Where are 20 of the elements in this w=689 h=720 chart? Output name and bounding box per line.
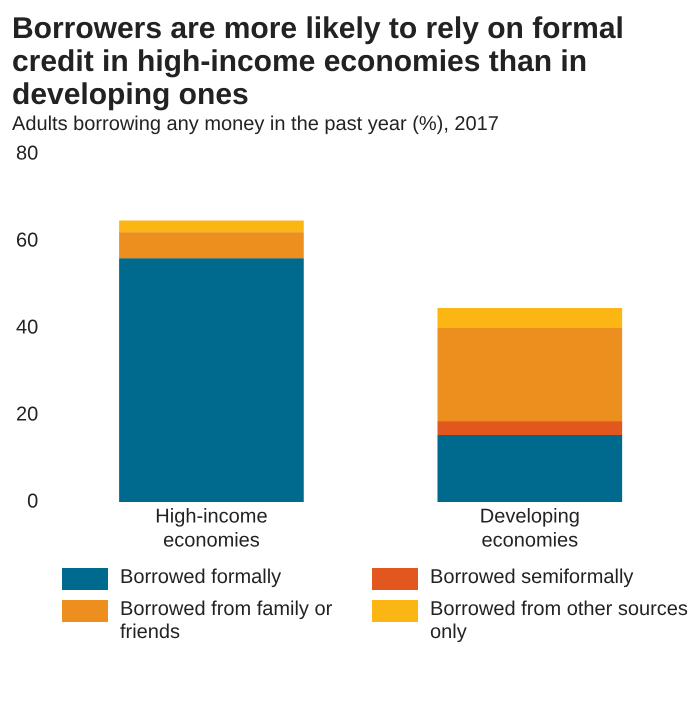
- legend-label: Borrowed from family or friends: [120, 598, 334, 644]
- x-tick-label: High-income economies: [155, 506, 268, 552]
- bar: [437, 308, 622, 328]
- bar: [437, 435, 622, 502]
- y-tick-label: 0: [27, 490, 38, 513]
- y-tick-label: 80: [16, 142, 38, 165]
- bar: [119, 220, 304, 232]
- chart-title: Borrowers are more likely to rely on formal credit in high-income economies than in developing ones: [12, 12, 625, 111]
- x-tick-label: Developing economies: [480, 506, 580, 552]
- bar: [437, 421, 622, 436]
- y-tick-label: 40: [16, 316, 38, 339]
- bar: [119, 232, 304, 258]
- bar: [437, 328, 622, 422]
- y-tick-label: 60: [16, 230, 38, 252]
- legend-label: Borrowed from other sources only: [430, 598, 689, 644]
- chart-subtitle: Adults borrowing any money in the past year (%), 2017: [12, 113, 500, 136]
- legend-label: Borrowed semiformally: [430, 566, 634, 589]
- y-tick-label: 20: [16, 404, 38, 426]
- bar: [119, 258, 304, 502]
- legend-label: Borrowed formally: [120, 566, 282, 589]
